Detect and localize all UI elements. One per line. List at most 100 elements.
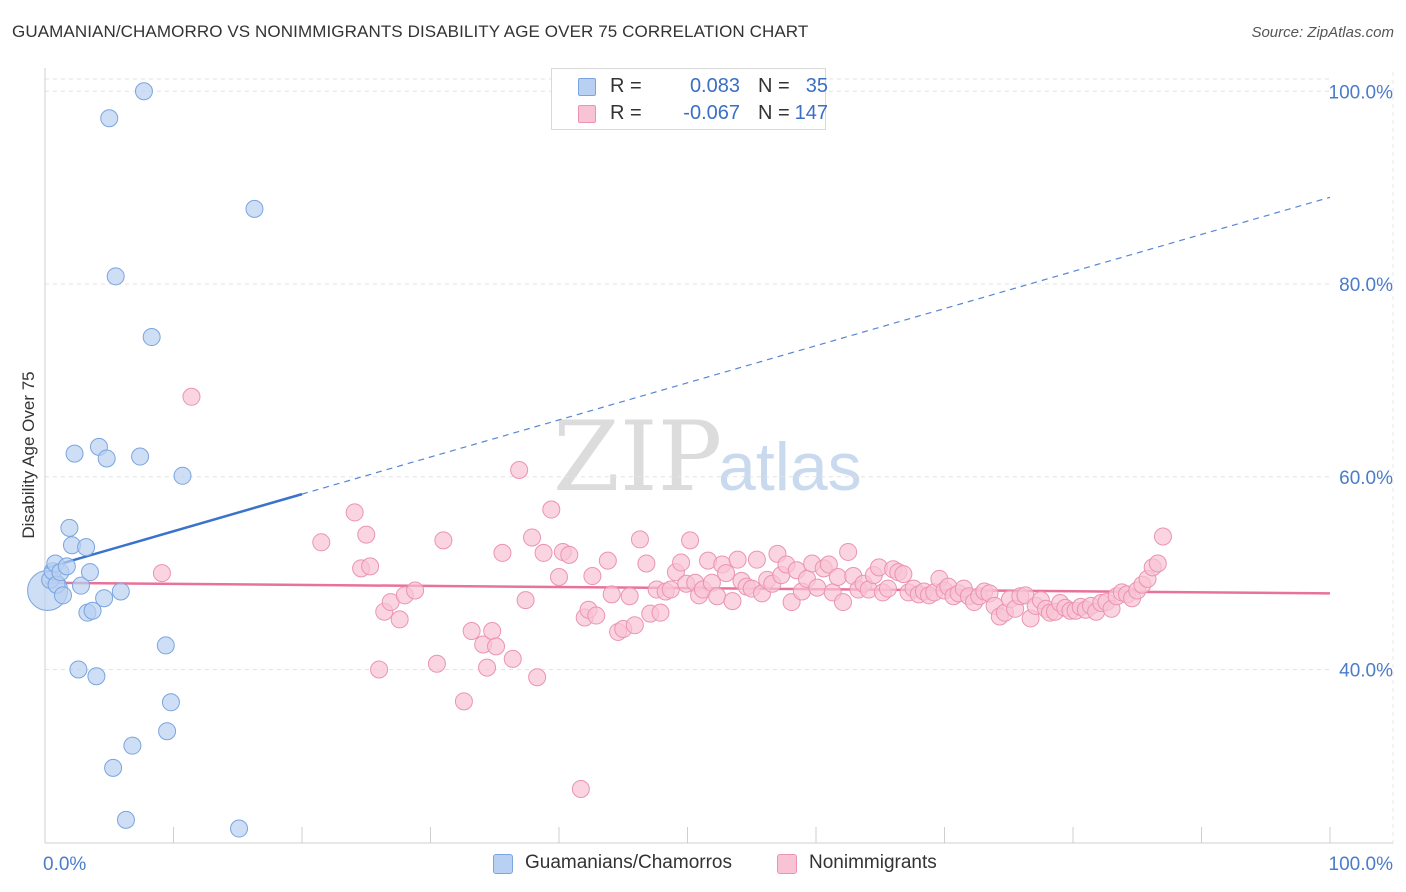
x-tick-label: 100.0% — [1329, 854, 1394, 875]
nonimmigrant-point — [833, 593, 852, 612]
nonimmigrant-point — [625, 616, 644, 635]
nonimmigrant-point — [361, 557, 380, 576]
nonimmigrant-point — [819, 555, 838, 574]
nonimmigrant-point — [587, 606, 606, 625]
r-label: R = — [610, 102, 642, 124]
nonimmigrant-point — [571, 780, 590, 799]
guamanian-point — [131, 447, 150, 466]
guamanian-point — [116, 810, 135, 829]
r-label: R = — [610, 75, 642, 97]
legend-swatch-nonimmigrants — [578, 105, 596, 123]
nonimmigrant-point — [503, 649, 522, 668]
nonimmigrant-point — [454, 692, 473, 711]
guamanian-point — [71, 576, 90, 595]
nonimmigrant-point — [583, 567, 602, 586]
guamanian-point — [69, 660, 88, 679]
guamanian-point — [65, 444, 84, 463]
guamanian-point — [57, 557, 76, 576]
nonimmigrant-point — [598, 551, 617, 570]
watermark-zip: ZIP — [553, 401, 722, 513]
guamanian-point — [245, 199, 264, 218]
nonimmigrant-point — [427, 654, 446, 673]
nonimmigrant-point — [345, 503, 364, 522]
nonimmigrant-point — [651, 603, 670, 622]
legend-swatch-guamanians — [578, 78, 596, 96]
nonimmigrant-point — [493, 543, 512, 562]
guamanian-point — [80, 563, 99, 582]
guamanian-point — [161, 693, 180, 712]
nonimmigrant-point — [534, 543, 553, 562]
nonimmigrant-point — [182, 387, 201, 406]
y-tick-label: 100.0% — [1329, 82, 1394, 103]
trendline-guamanians-projection — [301, 196, 1331, 495]
n-label: N = — [758, 75, 790, 97]
guamanian-point — [95, 589, 114, 608]
guamanian-point — [104, 758, 123, 777]
nonimmigrant-point — [878, 579, 897, 598]
nonimmigrant-point — [839, 542, 858, 561]
nonimmigrant-point — [406, 581, 425, 600]
nonimmigrant-point — [723, 592, 742, 611]
nonimmigrant-point — [390, 610, 409, 629]
nonimmigrant-point — [602, 585, 621, 604]
nonimmigrant-point — [828, 568, 847, 587]
r-value: -0.067 — [683, 102, 740, 124]
nonimmigrant-point — [894, 565, 913, 584]
nonimmigrant-point — [637, 554, 656, 573]
guamanian-point — [60, 518, 79, 537]
nonimmigrant-point — [747, 550, 766, 569]
nonimmigrant-point — [717, 564, 736, 583]
nonimmigrant-point — [550, 568, 568, 587]
legend-swatch-nonimmigrants — [777, 854, 797, 874]
guamanian-point — [100, 109, 119, 128]
nonimmigrant-point — [483, 621, 502, 640]
nonimmigrant-point — [510, 461, 529, 480]
nonimmigrant-point — [661, 580, 680, 599]
nonimmigrant-point — [478, 658, 497, 677]
legend-series: Guamanians/Chamorros Nonimmigrants — [0, 852, 1406, 878]
guamanian-point — [142, 328, 161, 347]
y-tick-label: 60.0% — [1339, 468, 1393, 489]
guamanian-point — [77, 538, 96, 557]
y-axis-label: Disability Age Over 75 — [19, 371, 38, 538]
y-tick-label: 40.0% — [1339, 661, 1393, 682]
nonimmigrant-point — [542, 500, 561, 519]
nonimmigrant-point — [672, 553, 691, 572]
r-value: 0.083 — [689, 75, 740, 97]
legend-stats: R = 0.083 N = 35 R = -0.067 N = 147 — [551, 68, 828, 130]
legend-label: Guamanians/Chamorros — [525, 852, 732, 873]
guamanian-point — [230, 819, 249, 838]
chart-title: GUAMANIAN/CHAMORRO VS NONIMMIGRANTS DISA… — [12, 22, 809, 41]
nonimmigrant-point — [808, 578, 827, 597]
nonimmigrant-point — [1153, 527, 1172, 546]
watermark: ZIP atlas — [553, 401, 862, 513]
source-credit: Source: ZipAtlas.com — [1251, 24, 1394, 41]
nonimmigrant-point — [681, 531, 700, 550]
nonimmigrant-point — [516, 591, 535, 610]
guamanian-point — [173, 466, 192, 485]
nonimmigrant-point — [523, 528, 542, 547]
nonimmigrant-point — [560, 545, 579, 564]
guamanian-point — [106, 267, 125, 286]
x-tick-label: 0.0% — [43, 854, 86, 875]
n-value: 35 — [805, 75, 828, 97]
guamanian-point — [83, 601, 102, 620]
nonimmigrant-point — [630, 530, 649, 549]
guamanian-point — [156, 636, 175, 655]
y-tick-label: 80.0% — [1339, 275, 1393, 296]
guamanian-point — [158, 722, 177, 741]
nonimmigrant-point — [357, 525, 376, 544]
guamanian-point — [123, 736, 142, 755]
nonimmigrant-point — [487, 637, 506, 656]
nonimmigrant-point — [370, 660, 389, 679]
guamanian-point — [53, 586, 72, 605]
nonimmigrant-point — [708, 587, 727, 606]
guamanian-point — [111, 582, 130, 601]
guamanian-point — [87, 667, 106, 686]
nonimmigrant-point — [728, 550, 747, 569]
nonimmigrant-point — [620, 587, 639, 606]
guamanian-point — [134, 82, 153, 101]
guamanian-point — [97, 449, 116, 468]
trendline-guamanians — [44, 492, 303, 570]
